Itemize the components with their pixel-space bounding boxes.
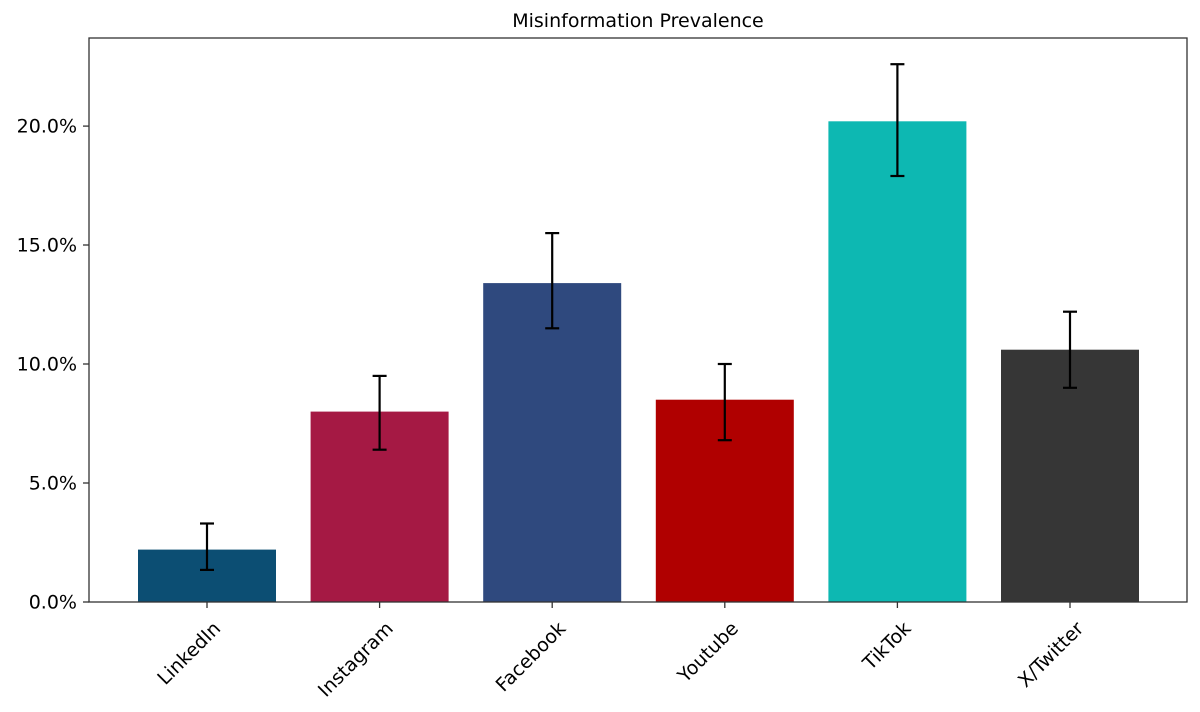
error-bar: [1063, 310, 1077, 389]
error-bar: [200, 522, 214, 572]
y-tick-label: 15.0%: [17, 235, 77, 257]
x-axis: LinkedIn Instagram Facebook Youtube TikTok X/…: [153, 602, 1088, 702]
bar-x-twitter: [1001, 349, 1139, 602]
x-tick-label: TikTok: [858, 618, 915, 675]
y-axis: 0.0% 5.0% 10.0% 15.0% 20.0%: [17, 116, 89, 614]
x-tick-label: X/Twitter: [1014, 617, 1088, 691]
y-tick-label: 0.0%: [29, 592, 77, 614]
bar-tiktok: [828, 121, 967, 603]
x-tick-label: LinkedIn: [153, 618, 225, 690]
error-bar: [717, 362, 732, 442]
error-bar: [890, 63, 905, 178]
plot-frame: [88, 37, 1188, 603]
error-bars-layer: [200, 63, 1077, 572]
bar-facebook: [483, 283, 622, 602]
chart-title: Misinformation Prevalence: [512, 10, 764, 32]
y-tick-label: 20.0%: [17, 116, 77, 138]
x-tick-label: Youtube: [673, 618, 743, 688]
x-tick-label: Instagram: [314, 618, 398, 702]
error-bar: [372, 374, 387, 451]
y-tick-label: 5.0%: [29, 473, 77, 495]
y-tick-label: 10.0%: [17, 354, 77, 376]
bars-layer: [138, 121, 1139, 603]
x-tick-label: Facebook: [492, 618, 571, 697]
error-bar: [545, 232, 560, 330]
